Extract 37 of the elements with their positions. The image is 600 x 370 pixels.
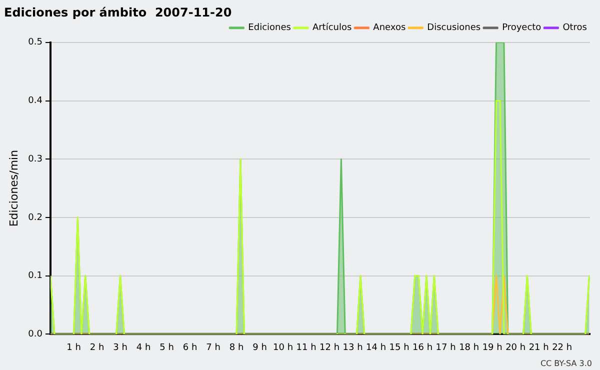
x-tick-label: 19 h	[482, 342, 502, 353]
legend-label: Anexos	[373, 23, 406, 34]
x-tick-label: 14 h	[366, 342, 386, 353]
legend-label: Ediciones	[248, 23, 292, 34]
x-tick-label: 3 h	[113, 342, 128, 353]
x-tick-label: 1 h	[66, 342, 81, 353]
text: CC BY-SA 3.0	[540, 359, 592, 368]
x-tick-label: 2 h	[90, 342, 104, 353]
x-tick-label: 4 h	[136, 342, 151, 353]
y-tick-label: 0.5	[28, 38, 43, 48]
y-tick-label: 0.2	[28, 212, 43, 223]
x-tick-label: 17 h	[436, 342, 456, 353]
x-tick-label: 7 h	[206, 342, 220, 353]
y-tick-label: 0.3	[28, 154, 43, 164]
x-tick-label: 20 h	[506, 342, 526, 353]
legend-label: Otros	[562, 23, 588, 34]
x-tick-label: 6 h	[182, 342, 198, 353]
x-tick-label: 12 h	[320, 342, 340, 353]
x-tick-label: 22 h	[552, 342, 572, 353]
y-tick-label: 0.0	[28, 330, 43, 340]
x-tick-label: 10 h	[273, 342, 294, 353]
x-tick-label: 16 h	[412, 342, 433, 353]
x-tick-label: 5 h	[160, 342, 174, 353]
y-axis-title: Ediciones/min	[7, 150, 20, 227]
y-tick-label: 0.1	[28, 271, 43, 282]
legend-label: Artículos	[312, 22, 352, 34]
x-tick-label: 8 h	[229, 342, 244, 353]
x-tick-label: 9 h	[252, 342, 267, 353]
x-tick-label: 21 h	[528, 342, 549, 353]
x-tick-label: 13 h	[342, 342, 363, 353]
x-tick-label: 15 h	[389, 342, 410, 353]
y-tick-label: 0.4	[28, 96, 43, 106]
legend-label: Discusiones	[427, 23, 481, 34]
chart-title: Ediciones por ámbito 2007-11-20	[4, 5, 232, 20]
x-tick-label: 11 h	[296, 342, 316, 353]
x-tick-label: 18 h	[459, 342, 480, 353]
legend-label: Proyecto	[502, 23, 542, 34]
